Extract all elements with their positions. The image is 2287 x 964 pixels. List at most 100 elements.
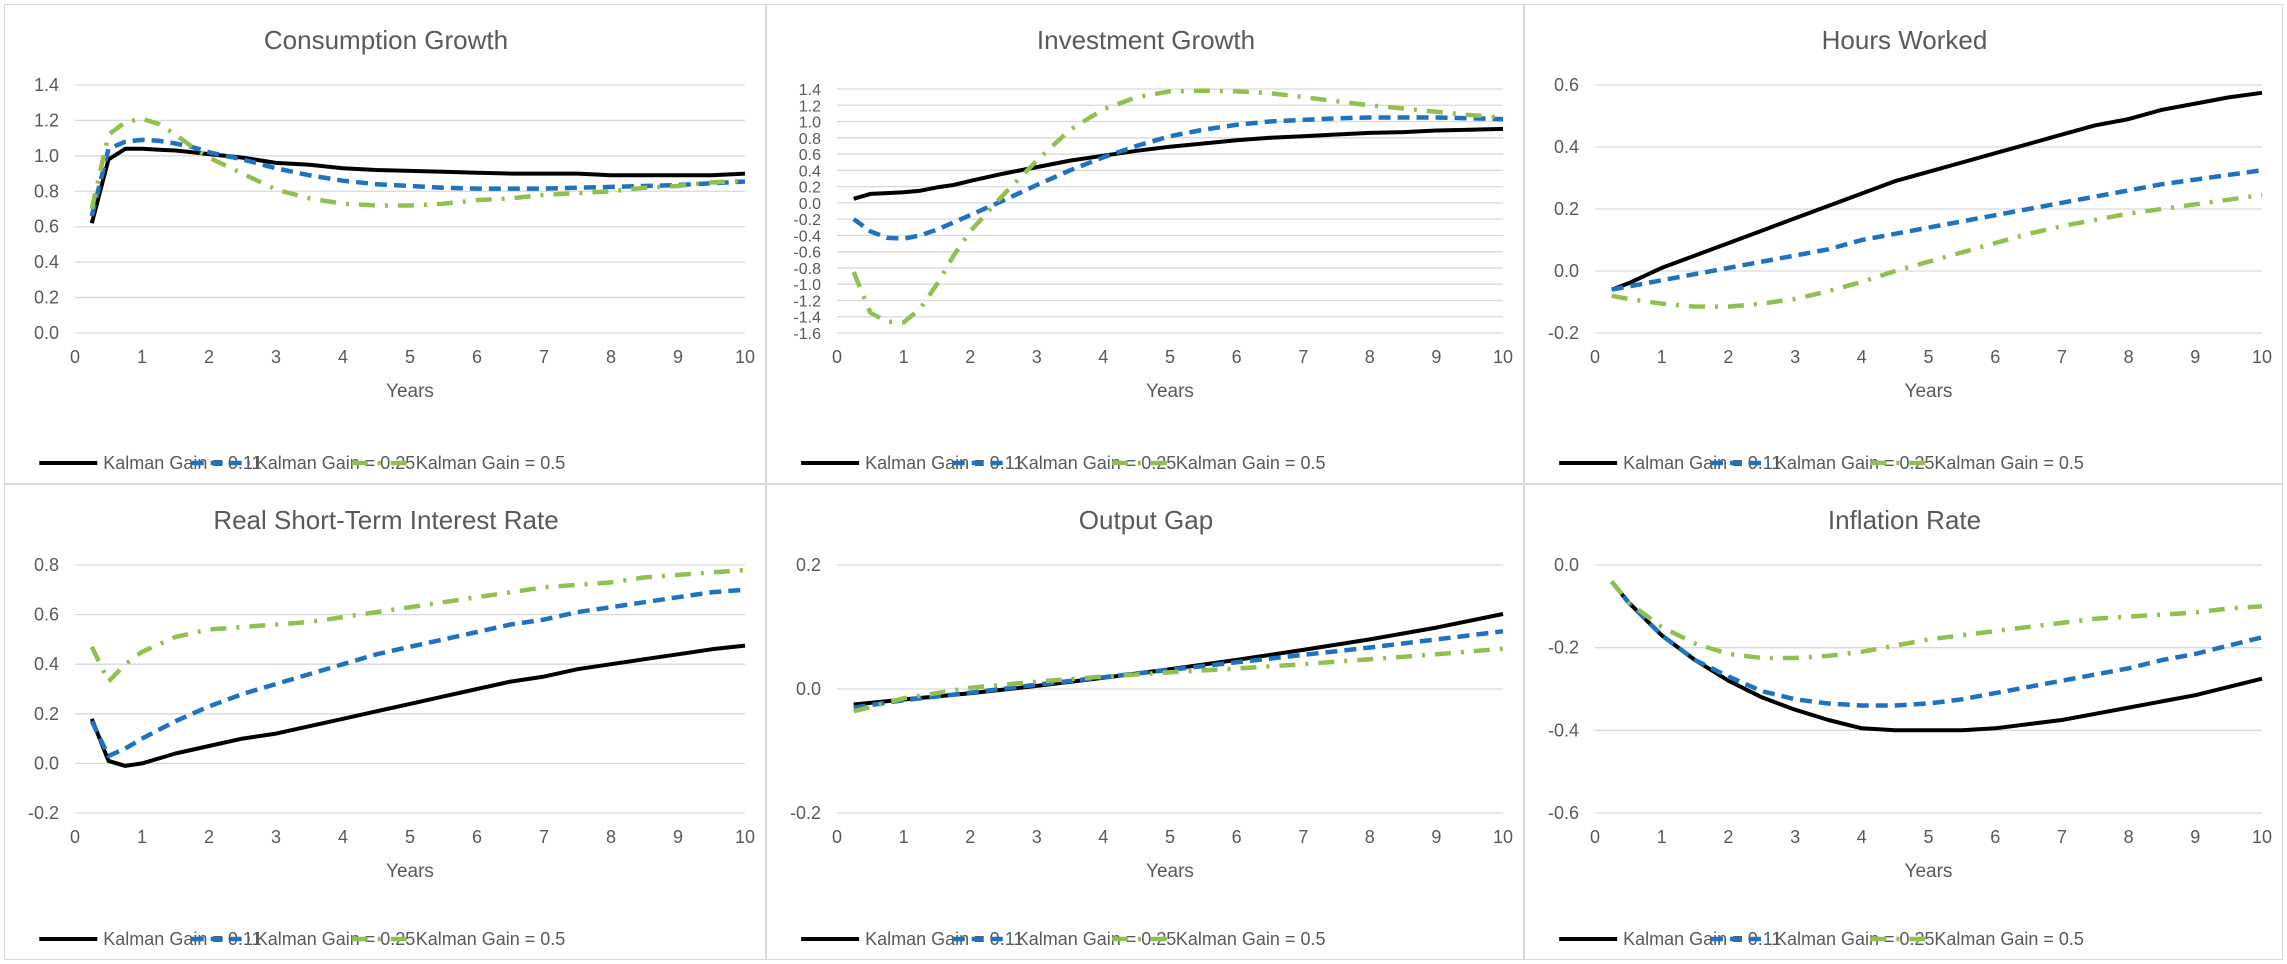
x-tick-label: 1 xyxy=(1657,827,1667,847)
series-line-2 xyxy=(852,115,1504,241)
legend-label-1: Kalman Gain = 0.11 xyxy=(103,453,261,473)
y-tick-label: -0.4 xyxy=(1548,720,1579,740)
legend-label-3: Kalman Gain = 0.5 xyxy=(1934,929,2084,949)
chart-panel-6: Inflation Rate -0.6 -0.4 -0.2 0.0 0 1 2 3 4 5 6 7 8 9 1… xyxy=(1524,484,2283,960)
y-tick-label: -0.6 xyxy=(1548,803,1579,823)
chart-panel-3: Hours Worked -0.2 0.0 0.2 0.4 0.6 0 1 2 3 4 5 6 7 8 9 10… xyxy=(1524,4,2283,484)
x-tick-label: 3 xyxy=(1790,827,1800,847)
x-tick-label: 2 xyxy=(1723,827,1733,847)
x-tick-label: 3 xyxy=(1032,827,1042,847)
y-tick-label: -1.4 xyxy=(793,310,821,327)
x-tick-label: 9 xyxy=(2190,827,2200,847)
chart-title: Investment Growth xyxy=(1037,25,1255,55)
x-tick-label: 1 xyxy=(137,347,147,367)
y-tick-label: 0.0 xyxy=(799,196,821,213)
x-tick-label: 9 xyxy=(2190,347,2200,367)
y-tick-label: 0.8 xyxy=(34,555,59,575)
x-tick-label: 7 xyxy=(1298,827,1308,847)
x-tick-label: 0 xyxy=(1590,827,1600,847)
x-tick-label: 2 xyxy=(965,827,975,847)
y-tick-label: 0.6 xyxy=(34,605,59,625)
legend-label-1: Kalman Gain = 0.11 xyxy=(1623,453,1781,473)
x-tick-label: 2 xyxy=(204,347,214,367)
legend-label-3: Kalman Gain = 0.5 xyxy=(416,453,566,473)
x-tick-label: 6 xyxy=(1232,827,1242,847)
chart-svg: Investment Growth-1.6-1.4-1.2-1.0-0.8-0.… xyxy=(793,25,1513,473)
x-tick-label: 10 xyxy=(1493,827,1513,847)
legend-label-3: Kalman Gain = 0.5 xyxy=(1176,453,1326,473)
chart-svg: Hours Worked -0.2 0.0 0.2 0.4 0.6 0 1 2 3 4 5 6 7 8 9 10… xyxy=(1548,25,2272,473)
legend-label-2: Kalman Gain = 0.25 xyxy=(256,453,416,473)
x-tick-label: 10 xyxy=(2252,827,2272,847)
x-tick-label: 10 xyxy=(735,347,755,367)
x-tick-label: 8 xyxy=(1365,827,1375,847)
x-tick-label: 1 xyxy=(1657,347,1667,367)
x-tick-label: 6 xyxy=(1990,347,2000,367)
series-line-2 xyxy=(853,629,1504,710)
y-tick-label: 0.6 xyxy=(799,147,821,164)
series-line-1 xyxy=(853,126,1504,201)
legend-label-2: Kalman Gain = 0.25 xyxy=(256,929,416,949)
chart-panel-4: Real Short-Term Interest Rate -0.2 0.0 0.2 0… xyxy=(4,484,766,960)
x-tick-label: 0 xyxy=(70,347,80,367)
series-line-1 xyxy=(89,643,746,768)
x-tick-label: 5 xyxy=(1165,347,1175,367)
series-line-3 xyxy=(853,646,1504,714)
y-tick-label: -0.2 xyxy=(793,212,821,229)
chart-title: Real Short-Term Interest Rate xyxy=(213,505,558,535)
x-tick-label: 5 xyxy=(1165,827,1175,847)
x-axis-label: Years xyxy=(1146,381,1194,402)
x-axis-label: Years xyxy=(1905,861,1953,882)
y-tick-label: -0.8 xyxy=(793,261,821,278)
y-tick-label: 0.2 xyxy=(34,704,59,724)
y-tick-label: 0.4 xyxy=(1554,137,1579,157)
series-line-3 xyxy=(89,567,746,684)
x-tick-label: 9 xyxy=(1431,347,1441,367)
series-line-3 xyxy=(89,116,746,210)
x-tick-label: 0 xyxy=(1590,347,1600,367)
x-tick-label: 8 xyxy=(2124,347,2134,367)
chart-title: Hours Worked xyxy=(1822,25,1988,55)
y-tick-label: 0.4 xyxy=(34,252,59,272)
x-tick-label: 4 xyxy=(338,827,348,847)
y-tick-label: 1.2 xyxy=(34,110,59,130)
x-tick-label: 5 xyxy=(405,347,415,367)
y-tick-label: -0.2 xyxy=(28,803,59,823)
series-line-2 xyxy=(1609,580,2263,708)
legend-label-3: Kalman Gain = 0.5 xyxy=(1934,453,2084,473)
x-tick-label: 0 xyxy=(832,827,842,847)
x-tick-label: 5 xyxy=(405,827,415,847)
x-tick-label: 9 xyxy=(1431,827,1441,847)
x-tick-label: 10 xyxy=(735,827,755,847)
x-tick-label: 4 xyxy=(1857,827,1867,847)
x-tick-label: 1 xyxy=(899,347,909,367)
chart-panel-5: Output Gap -0.2 0.0 0.2 0 1 2 3 4 5 6 7 8 9 10 Years Kal… xyxy=(766,484,1524,960)
x-tick-label: 8 xyxy=(606,827,616,847)
legend-label-1: Kalman Gain = 0.11 xyxy=(865,929,1023,949)
legend-label-2: Kalman Gain = 0.25 xyxy=(1017,453,1177,473)
y-tick-label: 0.2 xyxy=(1554,199,1579,219)
series-line-3 xyxy=(1611,192,2263,309)
x-tick-label: 9 xyxy=(673,827,683,847)
x-tick-label: 1 xyxy=(137,827,147,847)
x-tick-label: 8 xyxy=(2124,827,2134,847)
x-tick-label: 3 xyxy=(271,827,281,847)
y-tick-label: 0.4 xyxy=(34,654,59,674)
legend-label-1: Kalman Gain = 0.11 xyxy=(865,453,1023,473)
chart-title: Consumption Growth xyxy=(264,25,508,55)
y-tick-label: -0.2 xyxy=(1548,638,1579,658)
x-tick-label: 9 xyxy=(673,347,683,367)
x-tick-label: 0 xyxy=(832,347,842,367)
x-tick-label: 10 xyxy=(2252,347,2272,367)
y-tick-label: 1.2 xyxy=(799,98,821,115)
y-tick-label: 0.0 xyxy=(1554,555,1579,575)
x-axis-label: Years xyxy=(1146,861,1194,882)
y-tick-label: 0.0 xyxy=(1554,261,1579,281)
series-line-2 xyxy=(89,137,746,217)
x-tick-label: 4 xyxy=(1098,827,1108,847)
series-line-1 xyxy=(89,146,746,224)
y-tick-label: 0.8 xyxy=(34,181,59,201)
y-tick-label: -1.6 xyxy=(793,326,821,343)
x-tick-label: 7 xyxy=(539,347,549,367)
